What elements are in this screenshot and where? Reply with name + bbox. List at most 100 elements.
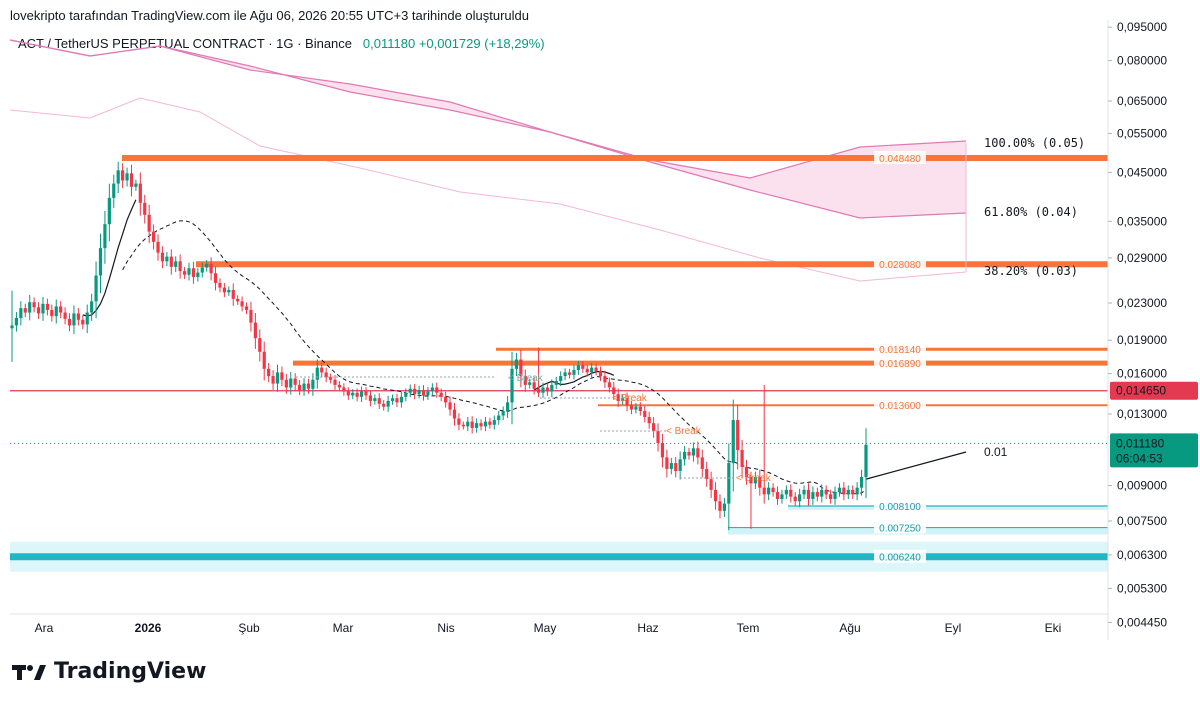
candle-down	[23, 308, 27, 313]
red-level-price-tag: 0,014650	[1116, 384, 1166, 398]
level-tag: 0.018140	[879, 345, 921, 356]
y-tick-label: 0,009000	[1117, 479, 1167, 493]
support-zone	[788, 506, 1108, 510]
symbol-change: +0,001729 (+18,29%)	[418, 36, 545, 51]
candle-down	[36, 307, 41, 314]
candle-down	[643, 411, 647, 418]
candle-up	[302, 383, 306, 391]
candle-down	[271, 376, 275, 384]
candle-down	[740, 450, 744, 467]
candle-up	[85, 312, 89, 325]
candle-up	[514, 359, 519, 369]
candle-up	[722, 503, 727, 511]
candle-down	[382, 403, 386, 407]
candle-down	[298, 384, 302, 391]
candle-up	[134, 183, 138, 187]
candle-down	[178, 261, 182, 272]
y-tick-label: 0,045000	[1117, 165, 1167, 179]
candle-up	[315, 367, 319, 380]
candle-down	[612, 387, 616, 395]
candle-up	[669, 463, 673, 469]
candle-up	[98, 248, 103, 276]
candle-up	[475, 423, 479, 428]
candle-down	[63, 312, 67, 319]
candle-up	[386, 400, 390, 407]
candle-down	[191, 268, 196, 277]
candle-up	[492, 420, 496, 425]
candle-up	[373, 398, 377, 401]
y-tick-label: 0,013000	[1117, 407, 1167, 421]
candle-up	[116, 170, 120, 184]
candle-up	[351, 392, 355, 396]
candle-up	[311, 379, 315, 389]
candle-down	[736, 420, 740, 451]
x-tick-label: Haz	[637, 621, 658, 635]
fib-label: 61.80% (0.04)	[984, 205, 1078, 219]
candle-down	[337, 384, 342, 388]
candle-down	[775, 492, 780, 499]
candle-up	[112, 183, 116, 198]
y-tick-label: 0,023000	[1117, 296, 1167, 310]
candle-up	[19, 308, 23, 318]
candle-down	[76, 313, 80, 320]
candle-down	[718, 501, 722, 511]
candle-up	[780, 494, 784, 499]
candle-up	[103, 224, 107, 249]
candle-down	[364, 391, 368, 396]
candle-down	[629, 405, 634, 410]
candle-down	[249, 309, 253, 323]
candle-down	[448, 402, 452, 410]
red-level-price-tag-bg	[1110, 381, 1198, 400]
candle-down	[519, 359, 523, 377]
candle-down	[244, 306, 249, 310]
candle-down	[81, 319, 85, 325]
candle-up	[590, 367, 594, 373]
candle-down	[532, 382, 536, 389]
x-tick-label: Şub	[238, 621, 260, 635]
fib-label: 100.00% (0.05)	[984, 136, 1085, 150]
y-tick-label: 0,035000	[1117, 214, 1167, 228]
symbol-legend[interactable]: ACT / TetherUS PERPETUAL CONTRACT · 1G ·…	[18, 36, 545, 51]
candle-down	[696, 448, 700, 458]
candle-down	[320, 367, 324, 373]
candle-down	[488, 421, 492, 425]
level-tag-bg	[874, 356, 926, 370]
candle-down	[851, 489, 855, 495]
candle-up	[859, 477, 864, 488]
candle-down	[625, 398, 629, 406]
tradingview-logo[interactable]: TradingView	[12, 659, 206, 684]
candle-up	[41, 303, 45, 314]
candle-down	[138, 183, 142, 203]
candle-up	[90, 301, 94, 313]
candle-down	[231, 289, 235, 299]
candle-down	[324, 372, 328, 378]
candle-up	[727, 463, 731, 504]
level-tag-bg	[874, 342, 926, 356]
horizontal-levels: 0.048480 0.028080 0.018140 0.016890 0.013600…	[10, 151, 1108, 572]
candle-up	[678, 459, 682, 471]
candle-up	[408, 388, 412, 393]
candle-up	[275, 372, 280, 384]
candle-down	[771, 487, 775, 493]
candle-up	[205, 264, 209, 268]
candle-up	[404, 392, 408, 397]
y-tick-label: 0,005300	[1117, 581, 1167, 595]
candle-down	[479, 423, 483, 427]
candle-down	[213, 273, 218, 283]
candle-down	[603, 376, 607, 383]
candle-down	[705, 468, 709, 480]
break-label: < Break	[736, 473, 772, 484]
countdown-tag: 06:04:53	[1116, 451, 1163, 465]
candle-down	[222, 287, 226, 293]
chart-annotations: 100.00% (0.05) 61.80% (0.04) 38.20% (0.03)…	[296, 136, 1198, 484]
candle-up	[196, 272, 200, 277]
level-tag: 0.013600	[879, 401, 921, 412]
candle-down	[143, 202, 147, 215]
candle-up	[417, 390, 421, 395]
candle-up	[541, 387, 545, 393]
candle-down	[687, 451, 691, 456]
level-tag-bg	[874, 549, 926, 563]
candle-down	[457, 418, 461, 425]
level-tag: 0.008100	[879, 502, 921, 513]
